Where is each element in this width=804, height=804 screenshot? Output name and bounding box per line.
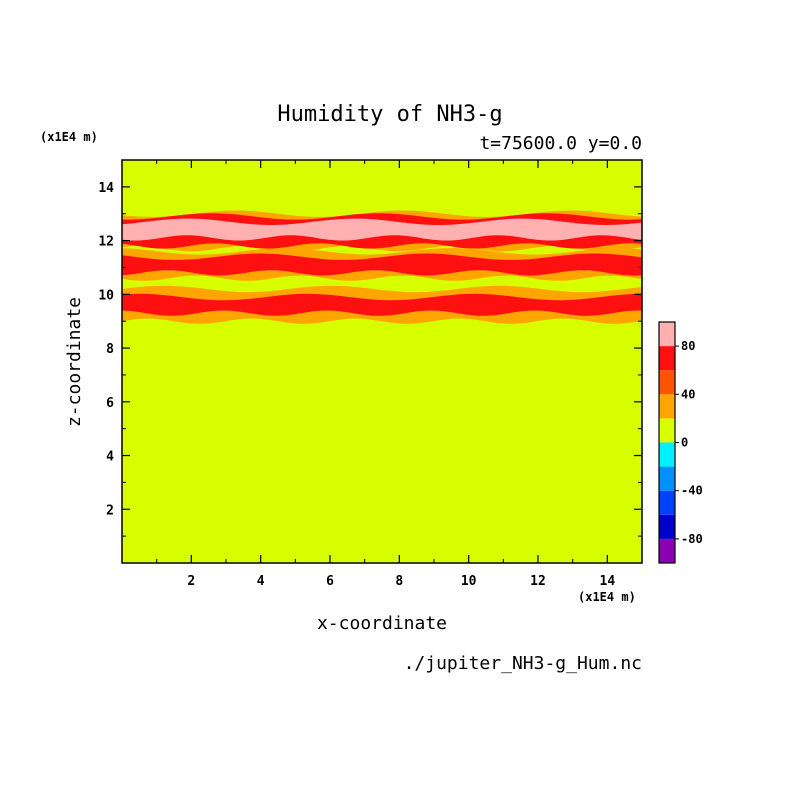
y-tick-label: 10 <box>98 288 114 303</box>
colorbar-swatch <box>659 394 675 419</box>
y-tick-label: 14 <box>98 181 114 196</box>
y-tick-label: 12 <box>98 235 114 250</box>
humidity-band <box>122 293 642 316</box>
x-axis: 2 4 6 8 10 12 14 <box>156 160 616 589</box>
chart-title: Humidity of NH3-g <box>277 102 502 127</box>
colorbar-swatch <box>659 466 675 491</box>
colorbar-swatch <box>659 370 675 395</box>
x-axis-label: x-coordinate <box>317 613 447 634</box>
x-tick-label: 4 <box>257 574 265 589</box>
y-unit-label: (x1E4 m) <box>40 130 98 144</box>
y-tick-label: 8 <box>106 342 114 357</box>
y-axis-label: z-coordinate <box>64 297 85 427</box>
colorbar-swatch <box>659 538 675 563</box>
colorbar-swatch <box>659 322 675 347</box>
colorbar-tick-label: 40 <box>681 387 695 401</box>
x-tick-label: 6 <box>326 574 334 589</box>
plot-frame <box>121 159 643 564</box>
colorbar-swatch <box>659 514 675 539</box>
colorbar: -80 -40 0 40 80 <box>658 321 703 564</box>
colorbar-tick-label: 0 <box>681 436 688 450</box>
colorbar-tick-label: -40 <box>681 484 703 498</box>
colorbar-swatch <box>659 346 675 371</box>
x-tick-label: 14 <box>600 574 616 589</box>
y-tick-label: 6 <box>106 396 114 411</box>
y-axis: 2 4 6 8 10 12 14 <box>98 181 642 537</box>
source-file-label: ./jupiter_NH3-g_Hum.nc <box>404 653 642 674</box>
colorbar-swatch <box>659 490 675 515</box>
x-tick-label: 8 <box>395 574 403 589</box>
x-unit-label: (x1E4 m) <box>578 590 636 604</box>
chart-subtitle: t=75600.0 y=0.0 <box>479 133 642 154</box>
humidity-bands <box>122 210 642 324</box>
y-tick-label: 4 <box>106 450 114 465</box>
y-tick-label: 2 <box>106 503 114 518</box>
colorbar-tick-label: 80 <box>681 339 695 353</box>
humidity-band <box>122 218 642 241</box>
x-tick-label: 10 <box>461 574 477 589</box>
colorbar-swatch <box>659 442 675 467</box>
x-tick-label: 12 <box>530 574 546 589</box>
colorbar-swatch <box>659 418 675 443</box>
x-tick-label: 2 <box>187 574 195 589</box>
colorbar-tick-label: -80 <box>681 532 703 546</box>
humidity-band <box>122 253 642 276</box>
